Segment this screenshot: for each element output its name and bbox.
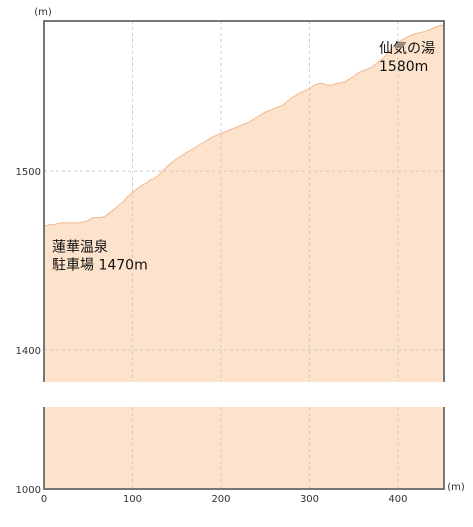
elevation-area-fill (44, 24, 444, 382)
upper-frame (43, 20, 445, 382)
x-axis-ticks: 0 100 200 300 400 (41, 494, 408, 505)
y-unit-label: (m) (34, 7, 52, 18)
y-tick-label: 1500 (16, 167, 41, 178)
x-tick-label: 100 (123, 494, 142, 505)
upper-panel: 1400 1500 (16, 20, 445, 382)
annotations: 蓮華温泉駐車場 1470m 仙気の湯 1580m (52, 40, 435, 274)
x-tick-label: 300 (300, 494, 319, 505)
annotation-label: 蓮華温泉駐車場 1470m (52, 239, 148, 274)
annotation-line: 蓮華温泉 (52, 239, 108, 256)
lower-area-fill (44, 407, 444, 489)
lower-frame (43, 407, 445, 490)
annotation-line: 駐車場 1470m (52, 257, 148, 274)
y-tick-label: 1000 (16, 485, 41, 496)
lower-panel: 1000 (16, 407, 445, 496)
annotation-label: 仙気の湯 1580m (379, 40, 435, 75)
x-tick-label: 0 (41, 494, 47, 505)
x-tick-label: 400 (388, 494, 407, 505)
x-tick-label: 200 (211, 494, 230, 505)
elevation-line (43, 24, 445, 227)
annotation-line: 仙気の湯 (379, 40, 435, 57)
y-tick-label: 1400 (16, 346, 41, 357)
x-unit-label: (m) (447, 482, 465, 493)
annotation-line: 1580m (379, 59, 428, 75)
